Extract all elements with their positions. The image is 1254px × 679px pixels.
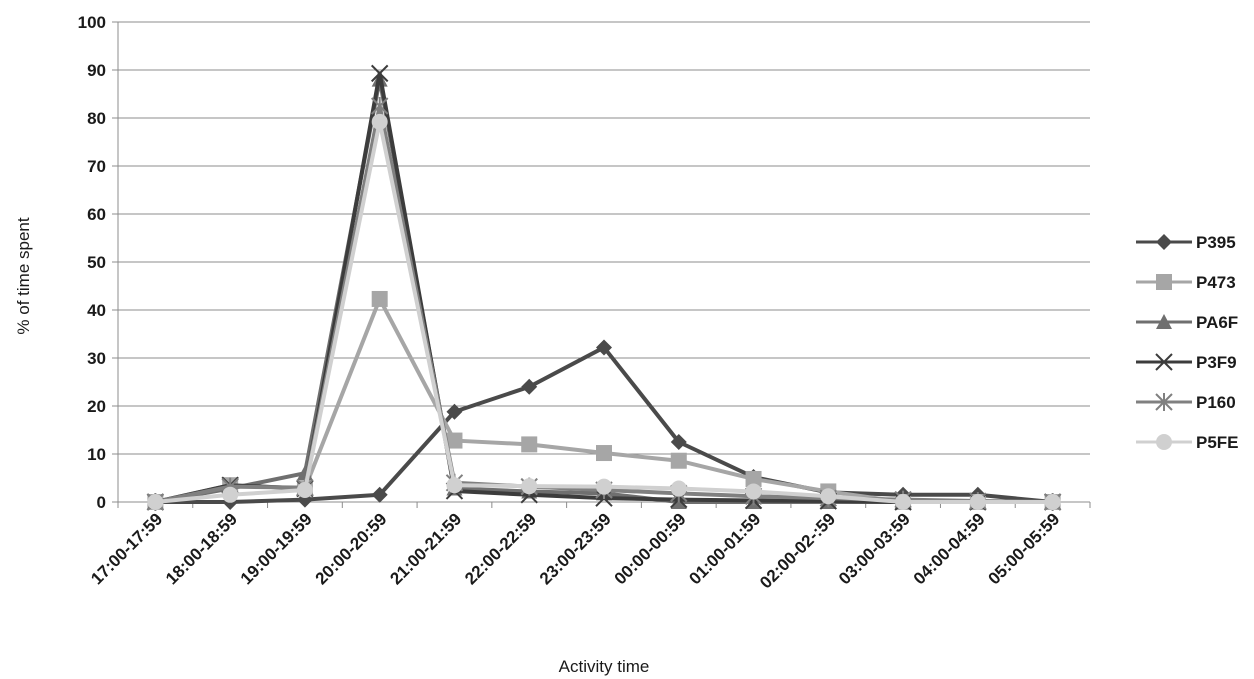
data-point <box>296 482 313 498</box>
legend: P395 P473 PA6F P3F9 P160 P5FE <box>1136 233 1239 452</box>
legend-item: P160 <box>1136 393 1236 412</box>
data-point <box>596 478 612 495</box>
data-point <box>1044 494 1061 510</box>
series-line <box>153 77 1055 504</box>
legend-marker <box>1156 274 1172 290</box>
series-line <box>153 119 1055 504</box>
data-point <box>969 494 986 510</box>
y-tick-label: 60 <box>87 205 106 224</box>
legend-marker <box>1156 434 1172 450</box>
y-tick-label: 30 <box>87 349 106 368</box>
legend-item: P473 <box>1136 273 1236 292</box>
legend-marker <box>1156 234 1172 250</box>
y-axis: 0 10 20 30 40 50 60 70 80 90 100 <box>78 13 118 512</box>
x-tick-label: 03:00-03:59 <box>835 509 914 588</box>
data-point <box>371 290 388 307</box>
x-tick-label: 22:00-22:59 <box>461 509 540 588</box>
data-point <box>820 488 837 505</box>
data-point <box>370 97 389 115</box>
y-tick-label: 90 <box>87 61 106 80</box>
x-tick-label: 01:00-01:59 <box>685 509 764 588</box>
data-point <box>371 486 388 503</box>
series-pa6f <box>147 71 1061 509</box>
series-line <box>153 71 1055 504</box>
legend-item: PA6F <box>1136 313 1238 332</box>
data-point <box>371 113 388 130</box>
data-point <box>521 378 538 395</box>
y-tick-label: 10 <box>87 445 106 464</box>
legend-label: P3F9 <box>1196 353 1237 372</box>
y-axis-title: % of time spent <box>14 217 33 334</box>
data-point <box>446 477 463 494</box>
series-p5fe <box>147 113 1061 510</box>
y-tick-label: 80 <box>87 109 106 128</box>
legend-item: P5FE <box>1136 433 1239 452</box>
data-point <box>596 339 612 356</box>
x-tick-label: 18:00-18:59 <box>162 509 241 588</box>
y-tick-label: 0 <box>97 493 106 512</box>
legend-item: P395 <box>1136 233 1236 252</box>
y-tick-label: 20 <box>87 397 106 416</box>
y-tick-label: 40 <box>87 301 106 320</box>
legend-item: P3F9 <box>1136 353 1237 372</box>
gridlines <box>118 21 1090 455</box>
data-point <box>745 470 762 487</box>
data-point <box>370 64 389 83</box>
legend-label: P5FE <box>1196 433 1239 452</box>
x-tick-label: 21:00-21:59 <box>386 509 465 588</box>
x-tick-label: 19:00-19:59 <box>237 509 316 588</box>
data-point <box>670 434 687 450</box>
series-p3f9 <box>146 64 1062 511</box>
legend-label: P395 <box>1196 233 1236 252</box>
data-point <box>895 494 912 510</box>
x-tick-label: 20:00-20:59 <box>312 509 391 588</box>
x-tick-label: 05:00-05:59 <box>985 509 1064 588</box>
legend-label: P473 <box>1196 273 1236 292</box>
series-line <box>153 296 1055 504</box>
data-point <box>521 478 538 495</box>
x-tick-label: 23:00-23:59 <box>536 509 615 588</box>
x-tick-label: 17:00-17:59 <box>87 509 166 588</box>
data-point <box>670 452 687 469</box>
legend-label: P160 <box>1196 393 1236 412</box>
data-point <box>446 403 463 420</box>
x-axis-title: Activity time <box>559 657 650 676</box>
x-tick-label: 02:00-02-:59 <box>756 509 839 592</box>
y-tick-label: 50 <box>87 253 106 272</box>
data-point <box>596 445 612 462</box>
legend-marker <box>1156 314 1172 329</box>
data-point <box>446 432 463 449</box>
y-tick-label: 70 <box>87 157 106 176</box>
legend-label: PA6F <box>1196 313 1238 332</box>
legend-marker <box>1155 353 1173 371</box>
x-axis: 17:00-17:5918:00-18:5919:00-19:5920:00-2… <box>87 502 1091 592</box>
data-point <box>745 483 762 500</box>
x-tick-label: 04:00-04:59 <box>910 509 989 588</box>
data-point <box>222 486 239 503</box>
x-tick-label: 00:00-00:59 <box>611 509 690 588</box>
y-tick-label: 100 <box>78 13 106 32</box>
legend-marker <box>1155 393 1173 411</box>
data-point <box>670 480 687 497</box>
data-point <box>147 494 164 510</box>
series-line <box>153 104 1055 504</box>
data-point <box>521 436 538 453</box>
